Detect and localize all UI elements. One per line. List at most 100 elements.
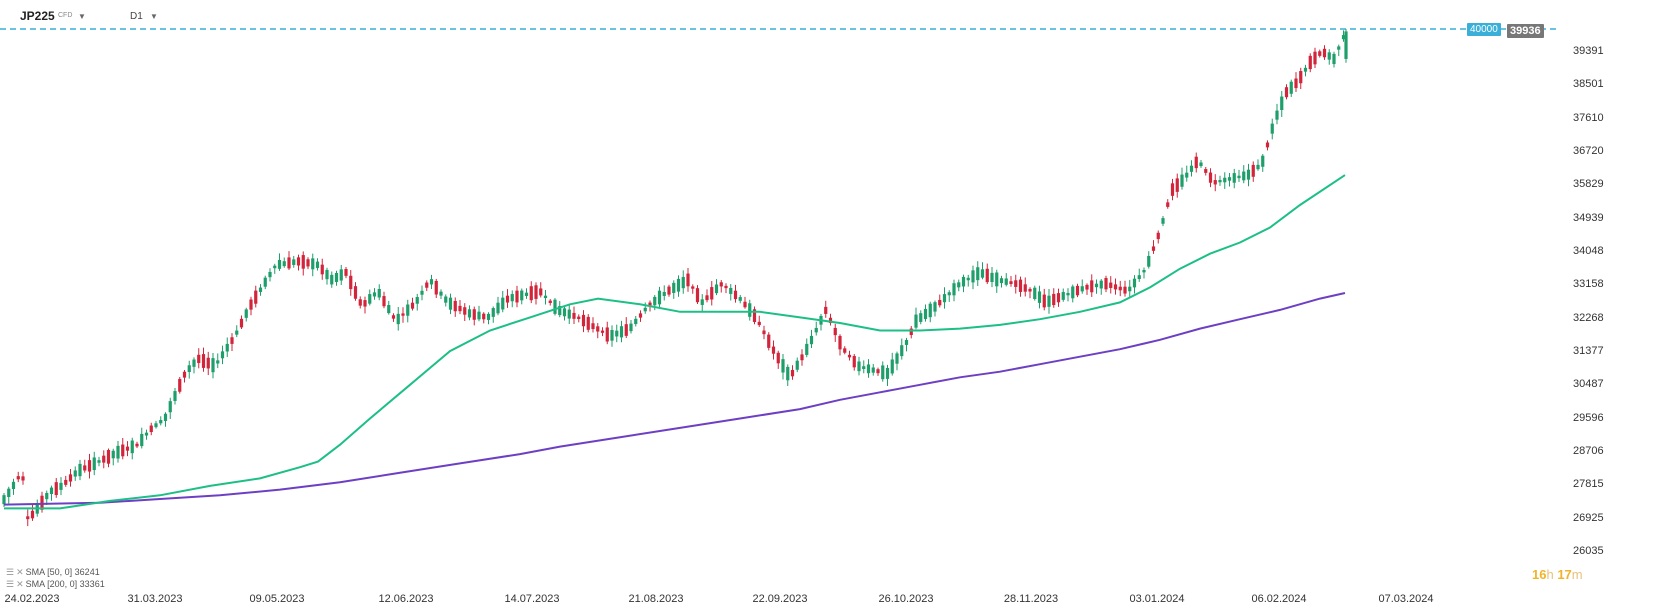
chevron-down-icon[interactable]: ▼ <box>78 12 86 21</box>
candle-body <box>434 280 438 295</box>
indicator-value: 33361 <box>79 579 105 589</box>
candle-body <box>486 313 491 320</box>
candle-body <box>187 365 191 373</box>
candle-body <box>83 465 87 471</box>
candle-body <box>363 300 367 307</box>
candle-body <box>197 354 201 364</box>
candle-body <box>125 446 130 451</box>
indicator-row-sma200[interactable]: ☰ ✕ SMA [200, 0] 33361 <box>6 578 105 590</box>
candle-body <box>1009 281 1013 285</box>
candle-body <box>1161 218 1165 224</box>
candle-body <box>1232 173 1236 183</box>
candle-body <box>971 270 975 283</box>
candle-body <box>1090 280 1094 293</box>
candle-body <box>1251 164 1255 177</box>
candle-body <box>738 297 742 301</box>
price-tick-label: 30487 <box>1573 378 1604 391</box>
candle-body <box>501 297 505 310</box>
candle-body <box>425 282 429 288</box>
candle-body <box>876 369 880 374</box>
candle-body <box>235 330 239 335</box>
candle-body <box>534 285 538 299</box>
price-tick-label: 26925 <box>1573 511 1604 524</box>
candle-body <box>477 311 481 320</box>
list-icon[interactable]: ☰ <box>6 579 15 589</box>
price-axis[interactable]: 40000 39936 39391 38501 37610 36720 35829 349… <box>1467 0 1653 614</box>
candle-body <box>439 291 443 296</box>
candle-body <box>1280 96 1284 110</box>
candle-body <box>995 272 999 287</box>
candle-body <box>206 357 210 369</box>
candle-body <box>420 290 424 295</box>
candle-body <box>11 481 16 490</box>
symbol-selector[interactable]: JP225 <box>20 9 55 23</box>
candle-body <box>790 369 795 377</box>
indicator-row-sma50[interactable]: ☰ ✕ SMA [50, 0] 36241 <box>6 566 105 578</box>
candle-body <box>667 286 671 295</box>
candle-body <box>368 294 372 304</box>
candle-body <box>520 290 524 301</box>
candle-body <box>16 476 20 480</box>
candle-body <box>638 313 643 318</box>
date-tick-label: 31.03.2023 <box>127 593 183 605</box>
candle-body <box>890 359 894 374</box>
candle-body <box>458 305 462 312</box>
date-tick-label: 07.03.2024 <box>1378 593 1434 605</box>
candle-body <box>847 354 852 358</box>
price-tick-label: 31377 <box>1573 344 1604 357</box>
candle-body <box>976 267 980 281</box>
candle-body <box>7 488 11 498</box>
candle-body <box>192 359 196 367</box>
candle-body <box>1204 169 1208 173</box>
indicator-value: 36241 <box>74 567 100 577</box>
candle-body <box>1189 165 1194 172</box>
candle-body <box>572 312 576 319</box>
candle-body <box>615 330 619 337</box>
candle-body <box>957 282 961 288</box>
candle-body <box>505 295 510 303</box>
candle-body <box>1080 286 1084 292</box>
date-axis[interactable]: 24.02.2023 31.03.2023 09.05.2023 12.06.2023… <box>0 590 1560 614</box>
candle-body <box>325 269 329 280</box>
candle-body <box>691 286 695 289</box>
price-tick-label: 35829 <box>1573 178 1604 191</box>
candle-body <box>258 287 263 292</box>
candle-body <box>733 290 738 300</box>
timeframe-selector[interactable]: D1 <box>130 11 143 22</box>
price-chart[interactable] <box>0 0 1560 590</box>
candle-body <box>1308 55 1312 70</box>
sma-50-line <box>4 174 1346 510</box>
close-icon[interactable]: ✕ <box>16 579 24 589</box>
candle-body <box>1042 294 1046 308</box>
candle-body <box>1327 52 1331 60</box>
candle-body <box>463 307 467 315</box>
candle-body <box>68 474 73 482</box>
candle-body <box>605 327 609 342</box>
candle-body <box>805 343 809 355</box>
candle-body <box>562 308 567 317</box>
list-icon[interactable]: ☰ <box>6 567 15 577</box>
candle-body <box>600 330 605 333</box>
candle-body <box>406 304 410 316</box>
chevron-down-icon[interactable]: ▼ <box>150 12 158 21</box>
candle-body <box>1175 178 1179 192</box>
date-tick-label: 09.05.2023 <box>249 593 305 605</box>
candle-body <box>1256 164 1260 170</box>
indicator-label: SMA [50, 0] <box>25 567 73 577</box>
candle-body <box>947 292 951 296</box>
close-icon[interactable]: ✕ <box>16 567 24 577</box>
price-tick-label: 29596 <box>1573 411 1604 424</box>
candle-body <box>909 328 913 336</box>
candle-body <box>344 269 348 276</box>
candle-body <box>1322 48 1327 58</box>
candle-body <box>1246 169 1251 180</box>
candle-body <box>292 259 296 265</box>
candle-body <box>767 334 771 348</box>
candle-body <box>596 326 600 332</box>
price-tick-label: 32268 <box>1573 311 1604 324</box>
candle-body <box>1037 291 1042 303</box>
date-tick-label: 26.10.2023 <box>878 593 934 605</box>
candle-body <box>938 299 942 306</box>
candle-body <box>182 371 187 378</box>
candle-body <box>1223 177 1227 183</box>
